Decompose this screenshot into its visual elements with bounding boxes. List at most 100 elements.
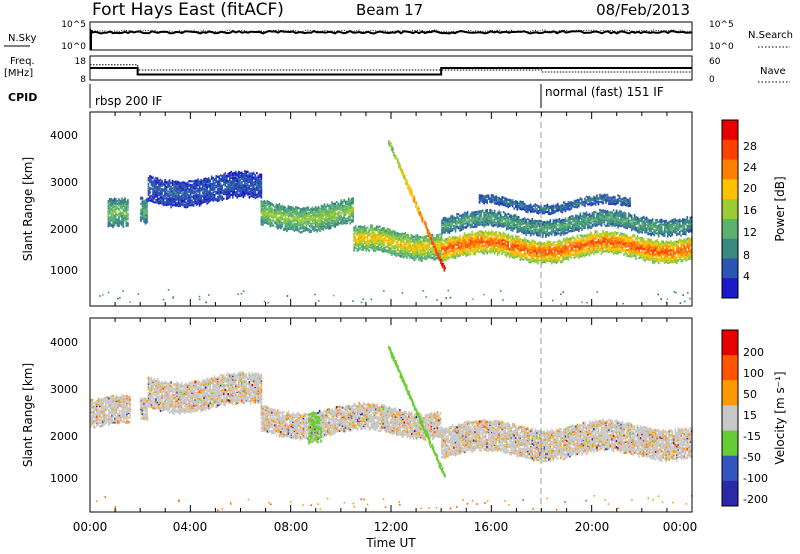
heatmap-cell xyxy=(453,249,455,252)
heatmap-cell xyxy=(225,195,228,198)
heatmap-cell xyxy=(560,255,562,258)
heatmap-cell xyxy=(296,219,299,223)
heatmap-cell xyxy=(152,200,154,204)
heatmap-cell xyxy=(629,241,631,245)
heatmap-cell xyxy=(492,245,494,249)
heatmap-cell xyxy=(322,206,324,209)
heatmap-cell xyxy=(377,232,380,236)
heatmap-cell xyxy=(115,207,117,210)
heatmap-cell xyxy=(392,245,395,248)
heatmap-cell xyxy=(415,239,417,242)
heatmap-cell xyxy=(216,184,219,187)
heatmap-cell xyxy=(335,206,338,209)
heatmap-cell xyxy=(463,247,466,250)
heatmap-cell xyxy=(433,241,435,244)
heatmap-cell xyxy=(150,178,153,181)
heatmap-cell xyxy=(557,255,559,258)
heatmap-cell xyxy=(606,241,609,245)
heatmap-cell xyxy=(313,229,315,232)
heatmap-cell xyxy=(371,237,374,241)
heatmap-cell xyxy=(453,255,455,258)
heatmap-cell xyxy=(380,242,383,245)
heatmap-cell xyxy=(183,181,186,184)
heatmap-cell xyxy=(369,229,372,232)
heatmap-cell xyxy=(335,216,338,219)
heatmap-cell xyxy=(582,252,585,255)
heatmap-cell xyxy=(186,184,189,187)
heatmap-cell xyxy=(505,253,508,256)
heatmap-cell xyxy=(198,188,201,192)
heatmap-cell xyxy=(260,177,263,180)
heatmap-cell xyxy=(472,237,475,240)
heatmap-cell xyxy=(277,208,279,211)
heatmap-cell xyxy=(608,238,610,242)
heatmap-cell xyxy=(281,216,284,219)
heatmap-cell xyxy=(274,215,276,218)
heatmap-cell xyxy=(272,214,275,218)
heatmap-cell xyxy=(313,221,315,224)
heatmap-cell xyxy=(400,236,402,239)
heatmap-cell xyxy=(225,191,228,194)
heatmap-cell xyxy=(552,255,555,258)
heatmap-cell xyxy=(225,174,228,177)
heatmap-cell xyxy=(316,213,318,216)
heatmap-cell xyxy=(623,239,625,242)
heatmap-cell xyxy=(266,217,269,221)
heatmap-cell xyxy=(600,250,603,253)
heatmap-cell xyxy=(575,241,577,244)
heatmap-cell xyxy=(508,240,511,243)
heatmap-cell xyxy=(457,239,460,242)
heatmap-cell xyxy=(256,172,258,175)
heatmap-cell xyxy=(560,240,562,243)
heatmap-cell xyxy=(320,208,323,211)
heatmap-cell xyxy=(231,183,234,186)
heatmap-cell xyxy=(471,230,473,233)
heatmap-cell xyxy=(185,188,187,191)
heatmap-cell xyxy=(511,237,514,241)
heatmap-cell xyxy=(456,243,458,247)
heatmap-cell xyxy=(230,184,233,187)
heatmap-cell xyxy=(430,248,432,251)
heatmap-cell xyxy=(575,254,577,257)
heatmap-cell xyxy=(180,189,183,193)
heatmap-cell xyxy=(251,181,254,184)
heatmap-cell xyxy=(552,258,555,261)
heatmap-cell xyxy=(325,211,327,214)
heatmap-cell xyxy=(591,237,594,240)
heatmap-cell xyxy=(383,241,386,245)
heatmap-cell xyxy=(265,210,267,213)
heatmap-cell xyxy=(425,258,428,261)
heatmap-cell xyxy=(341,222,344,225)
heatmap-cell xyxy=(369,224,372,227)
heatmap-cell xyxy=(630,250,633,254)
heatmap-cell xyxy=(522,246,525,249)
heatmap-cell xyxy=(304,220,306,224)
heatmap-cell xyxy=(538,253,541,256)
heatmap-cell xyxy=(511,246,514,249)
heatmap-cell xyxy=(511,240,514,243)
heatmap-cell xyxy=(439,246,441,249)
heatmap-cell xyxy=(241,187,243,190)
heatmap-cell xyxy=(323,207,326,210)
heatmap-cell xyxy=(227,179,230,183)
heatmap-cell xyxy=(295,219,297,222)
heatmap-cell xyxy=(507,237,509,240)
heatmap-cell xyxy=(304,222,306,225)
nsky-label: N.Sky xyxy=(8,33,36,44)
heatmap-cell xyxy=(400,254,402,257)
heatmap-cell xyxy=(210,177,213,181)
heatmap-cell xyxy=(529,261,532,264)
heatmap-cell xyxy=(465,254,467,257)
heatmap-cell xyxy=(389,234,392,237)
heatmap-cell xyxy=(218,199,221,202)
heatmap-cell xyxy=(189,183,192,187)
heatmap-cell xyxy=(349,215,351,218)
heatmap-cell xyxy=(570,251,573,254)
heatmap-cell xyxy=(606,249,609,252)
heatmap-cell xyxy=(444,252,446,255)
heatmap-cell xyxy=(413,238,416,241)
heatmap-cell xyxy=(161,180,163,184)
heatmap-cell xyxy=(573,245,576,248)
heatmap-cell xyxy=(462,245,464,248)
heatmap-cell xyxy=(398,253,401,256)
